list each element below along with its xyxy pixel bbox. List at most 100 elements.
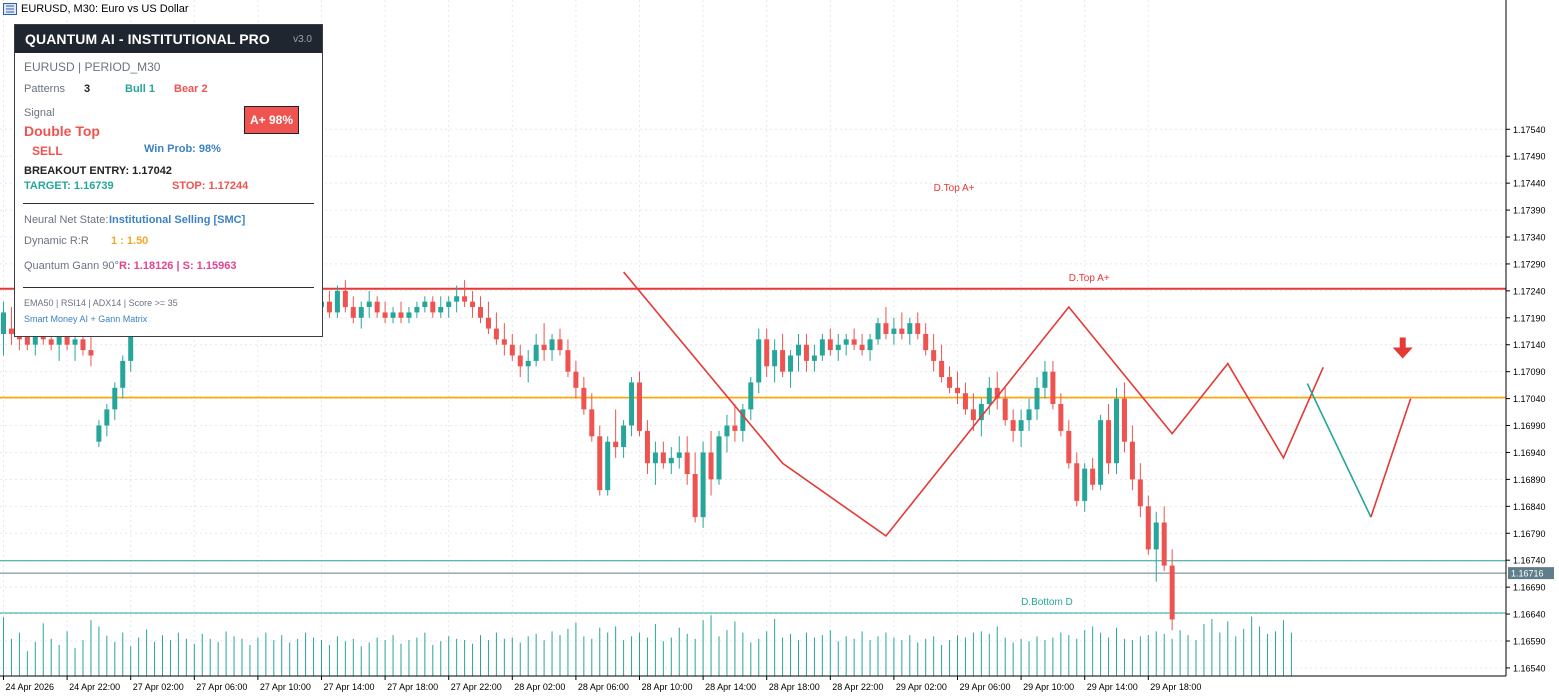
candle-body <box>56 333 62 345</box>
current-price-tag <box>1508 567 1554 580</box>
panel-version: v3.0 <box>293 33 312 45</box>
price-tick-label: 1.17240 <box>1513 286 1546 296</box>
candle-body <box>907 323 913 334</box>
candle-body <box>1169 565 1175 620</box>
candle-body <box>891 328 897 334</box>
candle-body <box>637 382 642 431</box>
time-tick-label: 27 Apr 22:00 <box>451 682 502 692</box>
gann-value: R: 1.18126 | S: 1.15963 <box>119 260 237 272</box>
price-tick-label: 1.16840 <box>1513 502 1546 512</box>
candle-body <box>533 344 539 361</box>
candle-body <box>644 430 650 464</box>
nn-value: Institutional Selling [SMC] <box>109 214 246 226</box>
panel-title: QUANTUM AI - INSTITUTIONAL PRO <box>25 31 270 47</box>
indicator-panel: QUANTUM AI - INSTITUTIONAL PRO v3.0 EURU… <box>14 24 323 337</box>
candle-body <box>660 452 666 464</box>
candle-body <box>788 355 794 372</box>
candle-body <box>390 312 396 318</box>
candle-body <box>1058 403 1064 431</box>
time-tick-label: 29 Apr 06:00 <box>960 682 1011 692</box>
price-tick-label: 1.17340 <box>1513 233 1546 243</box>
pattern-annotations: D.Top A+ D.Top A+ D.Bottom D <box>934 183 1110 608</box>
candle-body <box>764 339 770 367</box>
candle-body <box>796 344 801 356</box>
price-tick-label: 1.17190 <box>1513 313 1546 323</box>
candle-body <box>684 452 690 475</box>
candle-body <box>1098 420 1104 485</box>
candle-body <box>1018 420 1024 431</box>
pattern-label: D.Top A+ <box>934 183 975 194</box>
candle-body <box>374 301 380 313</box>
candle-body <box>986 387 992 404</box>
candle-body <box>128 323 134 361</box>
candle-body <box>748 382 754 410</box>
candle-body <box>88 350 94 356</box>
price-tick-label: 1.17140 <box>1513 340 1546 350</box>
candle-body <box>1026 409 1032 421</box>
candle-body <box>1137 479 1143 507</box>
price-tick-label: 1.17040 <box>1513 394 1546 404</box>
candle-body <box>1106 420 1112 464</box>
time-tick-label: 27 Apr 18:00 <box>387 682 438 692</box>
double-top-zigzag <box>622 271 1324 538</box>
candle-body <box>1074 463 1080 501</box>
candle-body <box>1034 387 1040 410</box>
candle-body <box>557 339 563 351</box>
symbol-line: EURUSD | PERIOD_M30 <box>24 60 161 74</box>
candle-body <box>72 339 78 345</box>
candle-body <box>478 307 483 318</box>
candle-body <box>915 323 921 334</box>
candle-body <box>493 328 499 340</box>
candle-body <box>104 409 110 426</box>
candle-body <box>358 307 364 318</box>
candle-body <box>1042 371 1048 388</box>
candle-body <box>48 339 54 345</box>
candle-body <box>867 339 873 351</box>
candle-body <box>398 312 404 318</box>
price-tick-label: 1.16940 <box>1513 448 1546 458</box>
time-tick-label: 29 Apr 10:00 <box>1023 682 1074 692</box>
candle-body <box>1010 420 1016 431</box>
time-tick-label: 27 Apr 06:00 <box>196 682 247 692</box>
candle-body <box>1145 506 1151 550</box>
candle-body <box>843 339 849 345</box>
candle-body <box>454 296 460 302</box>
candle-body <box>803 344 809 361</box>
price-tick-label: 1.16990 <box>1513 421 1546 431</box>
candle-body <box>931 350 937 361</box>
gann-label: Quantum Gann 90°: <box>24 260 122 272</box>
candle-body <box>525 360 531 367</box>
candle-body <box>668 457 674 464</box>
candle-body <box>120 360 126 388</box>
candle-body <box>32 333 38 345</box>
time-tick-label: 28 Apr 02:00 <box>514 682 565 692</box>
candle-body <box>827 339 833 351</box>
candle-body <box>1121 398 1127 442</box>
candle-body <box>621 425 627 448</box>
time-tick-label: 28 Apr 14:00 <box>705 682 756 692</box>
candle-body <box>1002 398 1008 421</box>
candle-body <box>382 312 388 318</box>
candle-body <box>1153 522 1159 550</box>
candle-body <box>589 409 595 437</box>
candle-body <box>406 312 412 318</box>
time-tick-label: 29 Apr 18:00 <box>1150 682 1201 692</box>
candle-body <box>978 403 984 421</box>
candle-body <box>350 307 356 318</box>
candle-body <box>708 452 714 480</box>
price-tick-label: 1.16590 <box>1513 636 1546 646</box>
candle-body <box>581 387 587 410</box>
candle-body <box>509 344 515 356</box>
candle-body <box>716 436 722 480</box>
rebound-leg-zigzag <box>1370 398 1412 518</box>
candle-body <box>446 301 452 308</box>
candle-body <box>629 382 635 426</box>
candle-body <box>597 436 603 491</box>
price-tick-label: 1.17390 <box>1513 206 1546 216</box>
breakout-entry: BREAKOUT ENTRY: 1.17042 <box>24 165 172 177</box>
current-price-label: 1.16716 <box>1511 569 1544 579</box>
panel-footer-1: EMA50 | RSI14 | ADX14 | Score >= 35 <box>24 298 178 308</box>
time-tick-label: 27 Apr 02:00 <box>133 682 184 692</box>
